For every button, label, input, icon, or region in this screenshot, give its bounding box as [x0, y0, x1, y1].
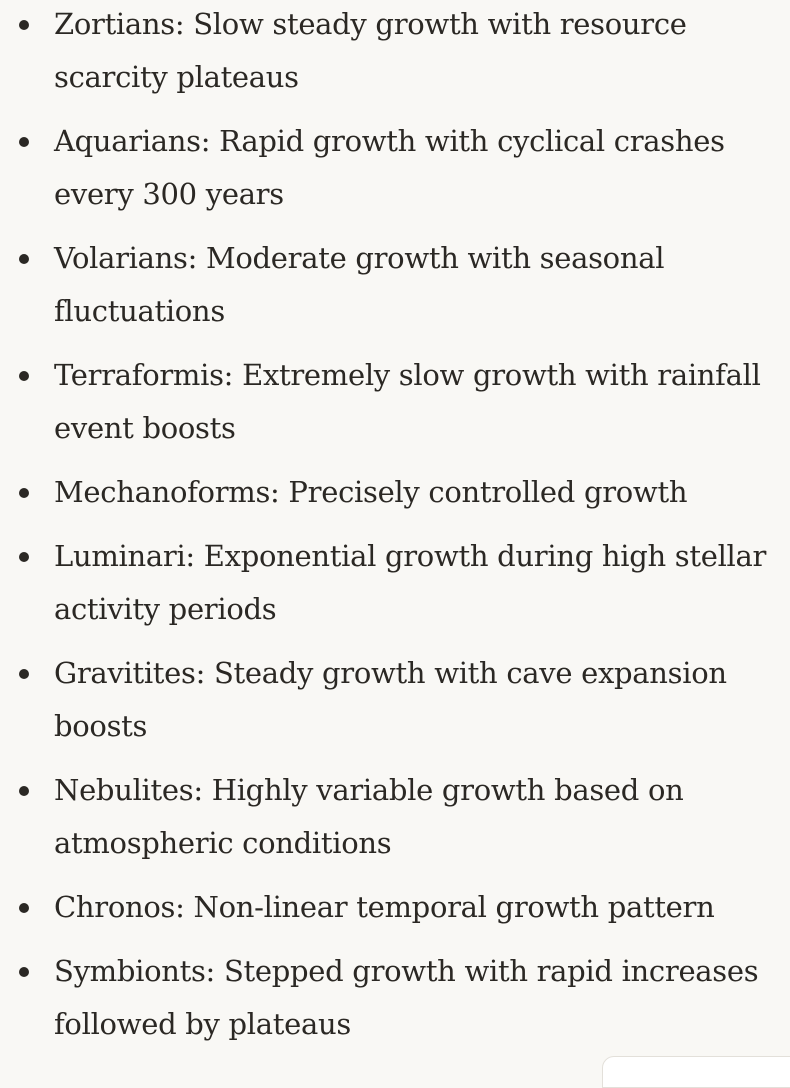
- growth-pattern-list: Zortians: Slow steady growth with resour…: [0, 0, 790, 1051]
- bullet-icon: [19, 552, 29, 562]
- list-item-text: Mechanoforms: Precisely controlled growt…: [54, 475, 688, 509]
- bullet-icon: [19, 488, 29, 498]
- list-item-text: Terraformis: Extremely slow growth with …: [54, 358, 761, 445]
- list-item: Chronos: Non-linear temporal growth patt…: [0, 881, 790, 934]
- list-item-text: Zortians: Slow steady growth with resour…: [54, 7, 687, 94]
- list-item-text: Aquarians: Rapid growth with cyclical cr…: [54, 124, 725, 211]
- list-item-text: Volarians: Moderate growth with seasonal…: [54, 241, 665, 328]
- bullet-icon: [19, 371, 29, 381]
- list-item-text: Nebulites: Highly variable growth based …: [54, 773, 684, 860]
- list-item: Volarians: Moderate growth with seasonal…: [0, 232, 790, 338]
- bullet-icon: [19, 137, 29, 147]
- bullet-icon: [19, 967, 29, 977]
- list-item-text: Symbionts: Stepped growth with rapid inc…: [54, 954, 759, 1041]
- list-item: Aquarians: Rapid growth with cyclical cr…: [0, 115, 790, 221]
- list-item: Gravitites: Steady growth with cave expa…: [0, 647, 790, 753]
- bullet-icon: [19, 786, 29, 796]
- list-item: Zortians: Slow steady growth with resour…: [0, 0, 790, 104]
- list-item-text: Luminari: Exponential growth during high…: [54, 539, 767, 626]
- bullet-icon: [19, 669, 29, 679]
- message-content: Zortians: Slow steady growth with resour…: [0, 0, 790, 1051]
- bullet-icon: [19, 903, 29, 913]
- list-item: Luminari: Exponential growth during high…: [0, 530, 790, 636]
- bullet-icon: [19, 254, 29, 264]
- list-item: Mechanoforms: Precisely controlled growt…: [0, 466, 790, 519]
- bullet-icon: [19, 20, 29, 30]
- list-item: Symbionts: Stepped growth with rapid inc…: [0, 945, 790, 1051]
- input-box-edge: [602, 1056, 790, 1088]
- list-item: Nebulites: Highly variable growth based …: [0, 764, 790, 870]
- list-item-text: Gravitites: Steady growth with cave expa…: [54, 656, 727, 743]
- list-item: Terraformis: Extremely slow growth with …: [0, 349, 790, 455]
- list-item-text: Chronos: Non-linear temporal growth patt…: [54, 890, 715, 924]
